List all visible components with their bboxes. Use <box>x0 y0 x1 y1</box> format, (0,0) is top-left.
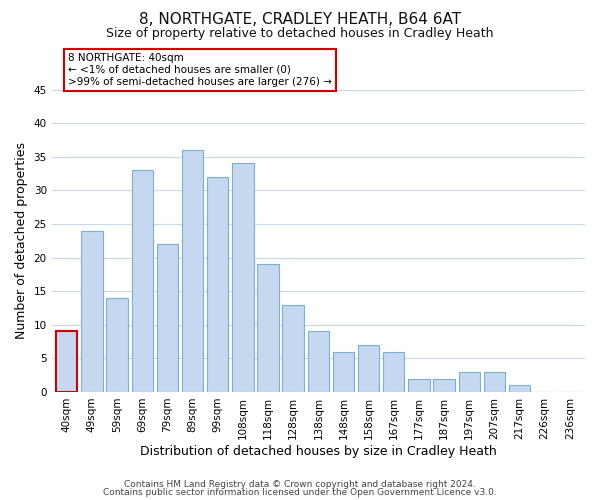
Bar <box>131 170 153 392</box>
Bar <box>232 164 254 392</box>
Bar <box>56 332 77 392</box>
Bar <box>157 244 178 392</box>
Bar <box>308 332 329 392</box>
Bar <box>408 378 430 392</box>
Bar <box>358 345 379 392</box>
Bar <box>484 372 505 392</box>
Bar <box>283 304 304 392</box>
Bar <box>458 372 480 392</box>
Bar <box>333 352 354 392</box>
Bar <box>257 264 279 392</box>
Text: Contains HM Land Registry data © Crown copyright and database right 2024.: Contains HM Land Registry data © Crown c… <box>124 480 476 489</box>
Bar <box>433 378 455 392</box>
Y-axis label: Number of detached properties: Number of detached properties <box>15 142 28 340</box>
Bar <box>106 298 128 392</box>
X-axis label: Distribution of detached houses by size in Cradley Heath: Distribution of detached houses by size … <box>140 444 497 458</box>
Text: 8 NORTHGATE: 40sqm
← <1% of detached houses are smaller (0)
>99% of semi-detache: 8 NORTHGATE: 40sqm ← <1% of detached hou… <box>68 54 332 86</box>
Bar <box>182 150 203 392</box>
Text: Size of property relative to detached houses in Cradley Heath: Size of property relative to detached ho… <box>106 28 494 40</box>
Bar <box>81 230 103 392</box>
Text: 8, NORTHGATE, CRADLEY HEATH, B64 6AT: 8, NORTHGATE, CRADLEY HEATH, B64 6AT <box>139 12 461 28</box>
Text: Contains public sector information licensed under the Open Government Licence v3: Contains public sector information licen… <box>103 488 497 497</box>
Bar <box>207 177 229 392</box>
Bar <box>383 352 404 392</box>
Bar <box>509 385 530 392</box>
